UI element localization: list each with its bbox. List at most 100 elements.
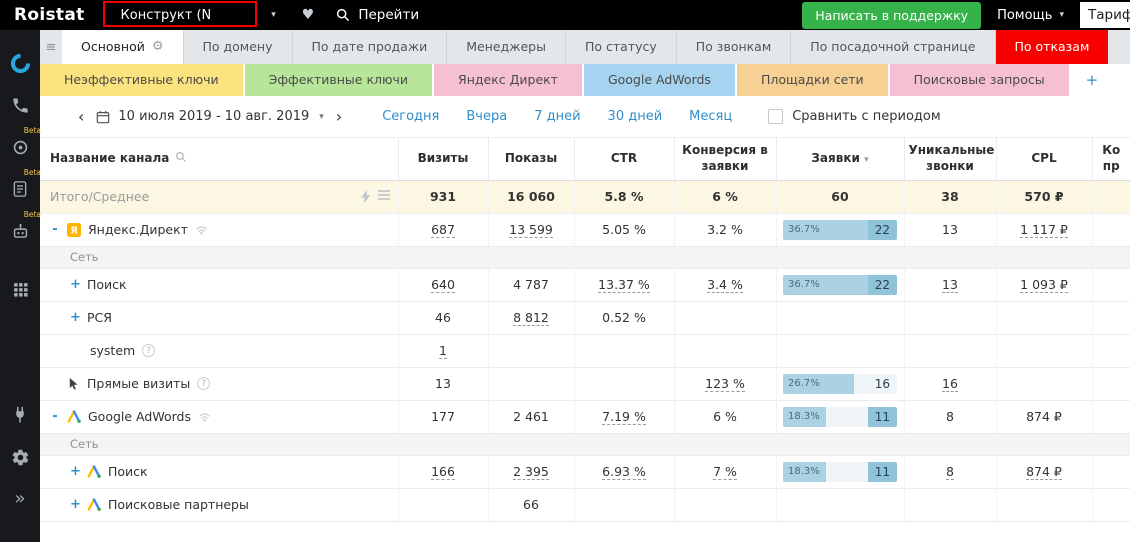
table-row[interactable]: Сеть [40,433,1130,456]
period-preset[interactable]: 30 дней [607,109,663,124]
metric-link[interactable]: 1 093 ₽ [1020,277,1068,293]
next-period-button[interactable]: › [328,107,350,126]
leads-bar[interactable]: 26.7% 16 [783,373,897,394]
filter-tab[interactable]: Поисковые запросы [889,64,1069,96]
channel-name[interactable]: system [90,343,136,358]
filter-tab[interactable]: Неэффективные ключи [40,64,243,96]
column-header[interactable]: Название канала [40,138,398,181]
leads-bar[interactable]: 36.7% 22 [783,274,897,295]
table-row[interactable]: - Я Яндекс.Директ 687 13 599 5.05 % 3.2 % 36.7%… [40,213,1130,247]
report-tab[interactable]: По домену [184,30,293,64]
sort-indicator-icon[interactable]: ▾ [864,154,869,165]
metric-link[interactable]: 13 [942,277,958,293]
column-settings-icon[interactable] [377,190,390,203]
sidebar-item-apps-grid-icon[interactable] [0,268,40,310]
period-preset[interactable]: Месяц [689,109,733,124]
table-row[interactable]: - Google AdWords 177 2 461 7.19 % 6 % 18.3% 11 8… [40,400,1130,434]
sidebar-item-phone-icon[interactable] [0,84,40,126]
leads-bar[interactable]: 18.3% 11 [783,461,897,482]
channel-name[interactable]: Google AdWords [88,409,191,424]
expand-toggle[interactable]: + [70,464,81,479]
table-row[interactable]: system? 1 [40,334,1130,368]
channel-name[interactable]: РСЯ [87,310,112,325]
metric-link[interactable]: 13 599 [509,222,553,238]
sidebar-item-expand-sidebar-icon[interactable]: » [0,478,40,520]
channel-name[interactable]: Поиск [87,277,127,292]
compare-checkbox[interactable]: Сравнить с периодом [768,109,941,124]
filter-tab[interactable]: Яндекс Директ [434,64,582,96]
column-search-icon[interactable] [175,151,187,163]
filter-tab[interactable]: Эффективные ключи [244,64,433,96]
sidebar-item-plug-icon[interactable] [0,394,40,436]
table-row[interactable]: + РСЯ 46 8 812 0.52 % [40,301,1130,335]
table-row[interactable]: + Поисковые партнеры 66 [40,488,1130,522]
metric-link[interactable]: 7.19 % [602,409,646,425]
sidebar-item-roistat-analytics-icon[interactable] [0,42,40,84]
metric-link[interactable]: 8 812 [513,310,549,326]
sidebar-item-robot-icon[interactable]: Beta [0,210,41,252]
expand-toggle[interactable]: + [70,310,81,325]
metric-link[interactable]: 8 [946,464,954,480]
sidebar-item-gear-icon[interactable] [0,436,40,478]
metric-link[interactable]: 16 [942,376,958,392]
roistat-logo[interactable]: Roistat [14,5,85,25]
tabs-menu-icon[interactable]: ≡ [45,39,57,55]
zap-icon[interactable] [360,190,371,203]
period-preset[interactable]: Вчера [466,109,508,124]
table-row[interactable]: Итого/Среднее 931 16 060 5.8 % 6 % 60 38 570 ₽ [40,180,1130,214]
support-button[interactable]: Написать в поддержку [802,1,982,29]
filter-tab[interactable]: Площадки сети [736,64,888,96]
metric-link[interactable]: 123 % [705,376,745,392]
collapse-toggle[interactable]: - [52,222,58,237]
report-tab[interactable]: Основной ⚙ [62,30,184,64]
help-menu[interactable]: Помощь ▾ [997,8,1064,23]
go-search[interactable]: Перейти [336,7,419,23]
period-preset[interactable]: Сегодня [382,109,440,124]
table-row[interactable]: + Поиск 640 4 787 13.37 % 3.4 % 36.7% 22 13 1 093… [40,268,1130,302]
help-icon[interactable]: ? [142,344,156,357]
table-row[interactable]: Сеть [40,246,1130,269]
checkbox-icon[interactable] [768,109,784,124]
leads-bar[interactable]: 36.7% 22 [783,219,897,240]
report-tab[interactable]: По посадочной странице [791,30,996,64]
metric-link[interactable]: 874 ₽ [1026,464,1062,480]
report-tab[interactable]: По звонкам [677,30,792,64]
report-tab[interactable]: Менеджеры [447,30,566,64]
filter-tab[interactable]: Google AdWords [583,64,735,96]
tariff-button[interactable]: Тариф [1080,2,1130,28]
column-header[interactable]: Конверсия в заявки [673,138,776,181]
heart-icon[interactable]: ♥ [301,7,315,23]
column-header[interactable]: Визиты [397,138,488,181]
metric-link[interactable]: 7 % [713,464,737,480]
metric-link[interactable]: 2 395 [513,464,549,480]
channel-name[interactable]: Поиск [108,464,148,479]
report-tab[interactable]: По статусу [566,30,677,64]
column-header[interactable]: CTR [573,138,674,181]
column-header[interactable]: Ко пр [1091,138,1130,181]
metric-link[interactable]: 687 [431,222,455,238]
tab-settings-gear-icon[interactable]: ⚙ [151,39,164,54]
table-row[interactable]: Прямые визиты? 13 123 % 26.7% 16 16 [40,367,1130,401]
metric-link[interactable]: 13.37 % [598,277,650,293]
sidebar-item-target-icon[interactable]: Beta [0,126,41,168]
prev-period-button[interactable]: ‹ [70,107,92,126]
column-header[interactable]: Уникальные звонки [903,138,996,181]
add-filter-tab-button[interactable]: + [1070,64,1114,96]
column-header[interactable]: Заявки ▾ [775,138,904,181]
channel-name[interactable]: Прямые визиты [87,376,191,391]
date-range-picker[interactable]: 10 июля 2019 - 10 авг. 2019 ▾ [96,109,324,124]
expand-toggle[interactable]: + [70,497,81,512]
sidebar-item-document-icon[interactable]: Beta [0,168,41,210]
metric-link[interactable]: 3.4 % [707,277,743,293]
metric-link[interactable]: 6.93 % [602,464,646,480]
help-icon[interactable]: ? [197,377,211,390]
column-header[interactable]: Показы [487,138,574,181]
table-row[interactable]: + Поиск 166 2 395 6.93 % 7 % 18.3% 11 8 874 ₽ [40,455,1130,489]
metric-link[interactable]: 640 [431,277,455,293]
metric-link[interactable]: 1 117 ₽ [1020,222,1068,238]
channel-name[interactable]: Яндекс.Директ [88,222,188,237]
report-tab[interactable]: По отказам [995,30,1109,64]
expand-toggle[interactable]: + [70,277,81,292]
collapse-toggle[interactable]: - [52,409,58,424]
column-header[interactable]: CPL [995,138,1092,181]
